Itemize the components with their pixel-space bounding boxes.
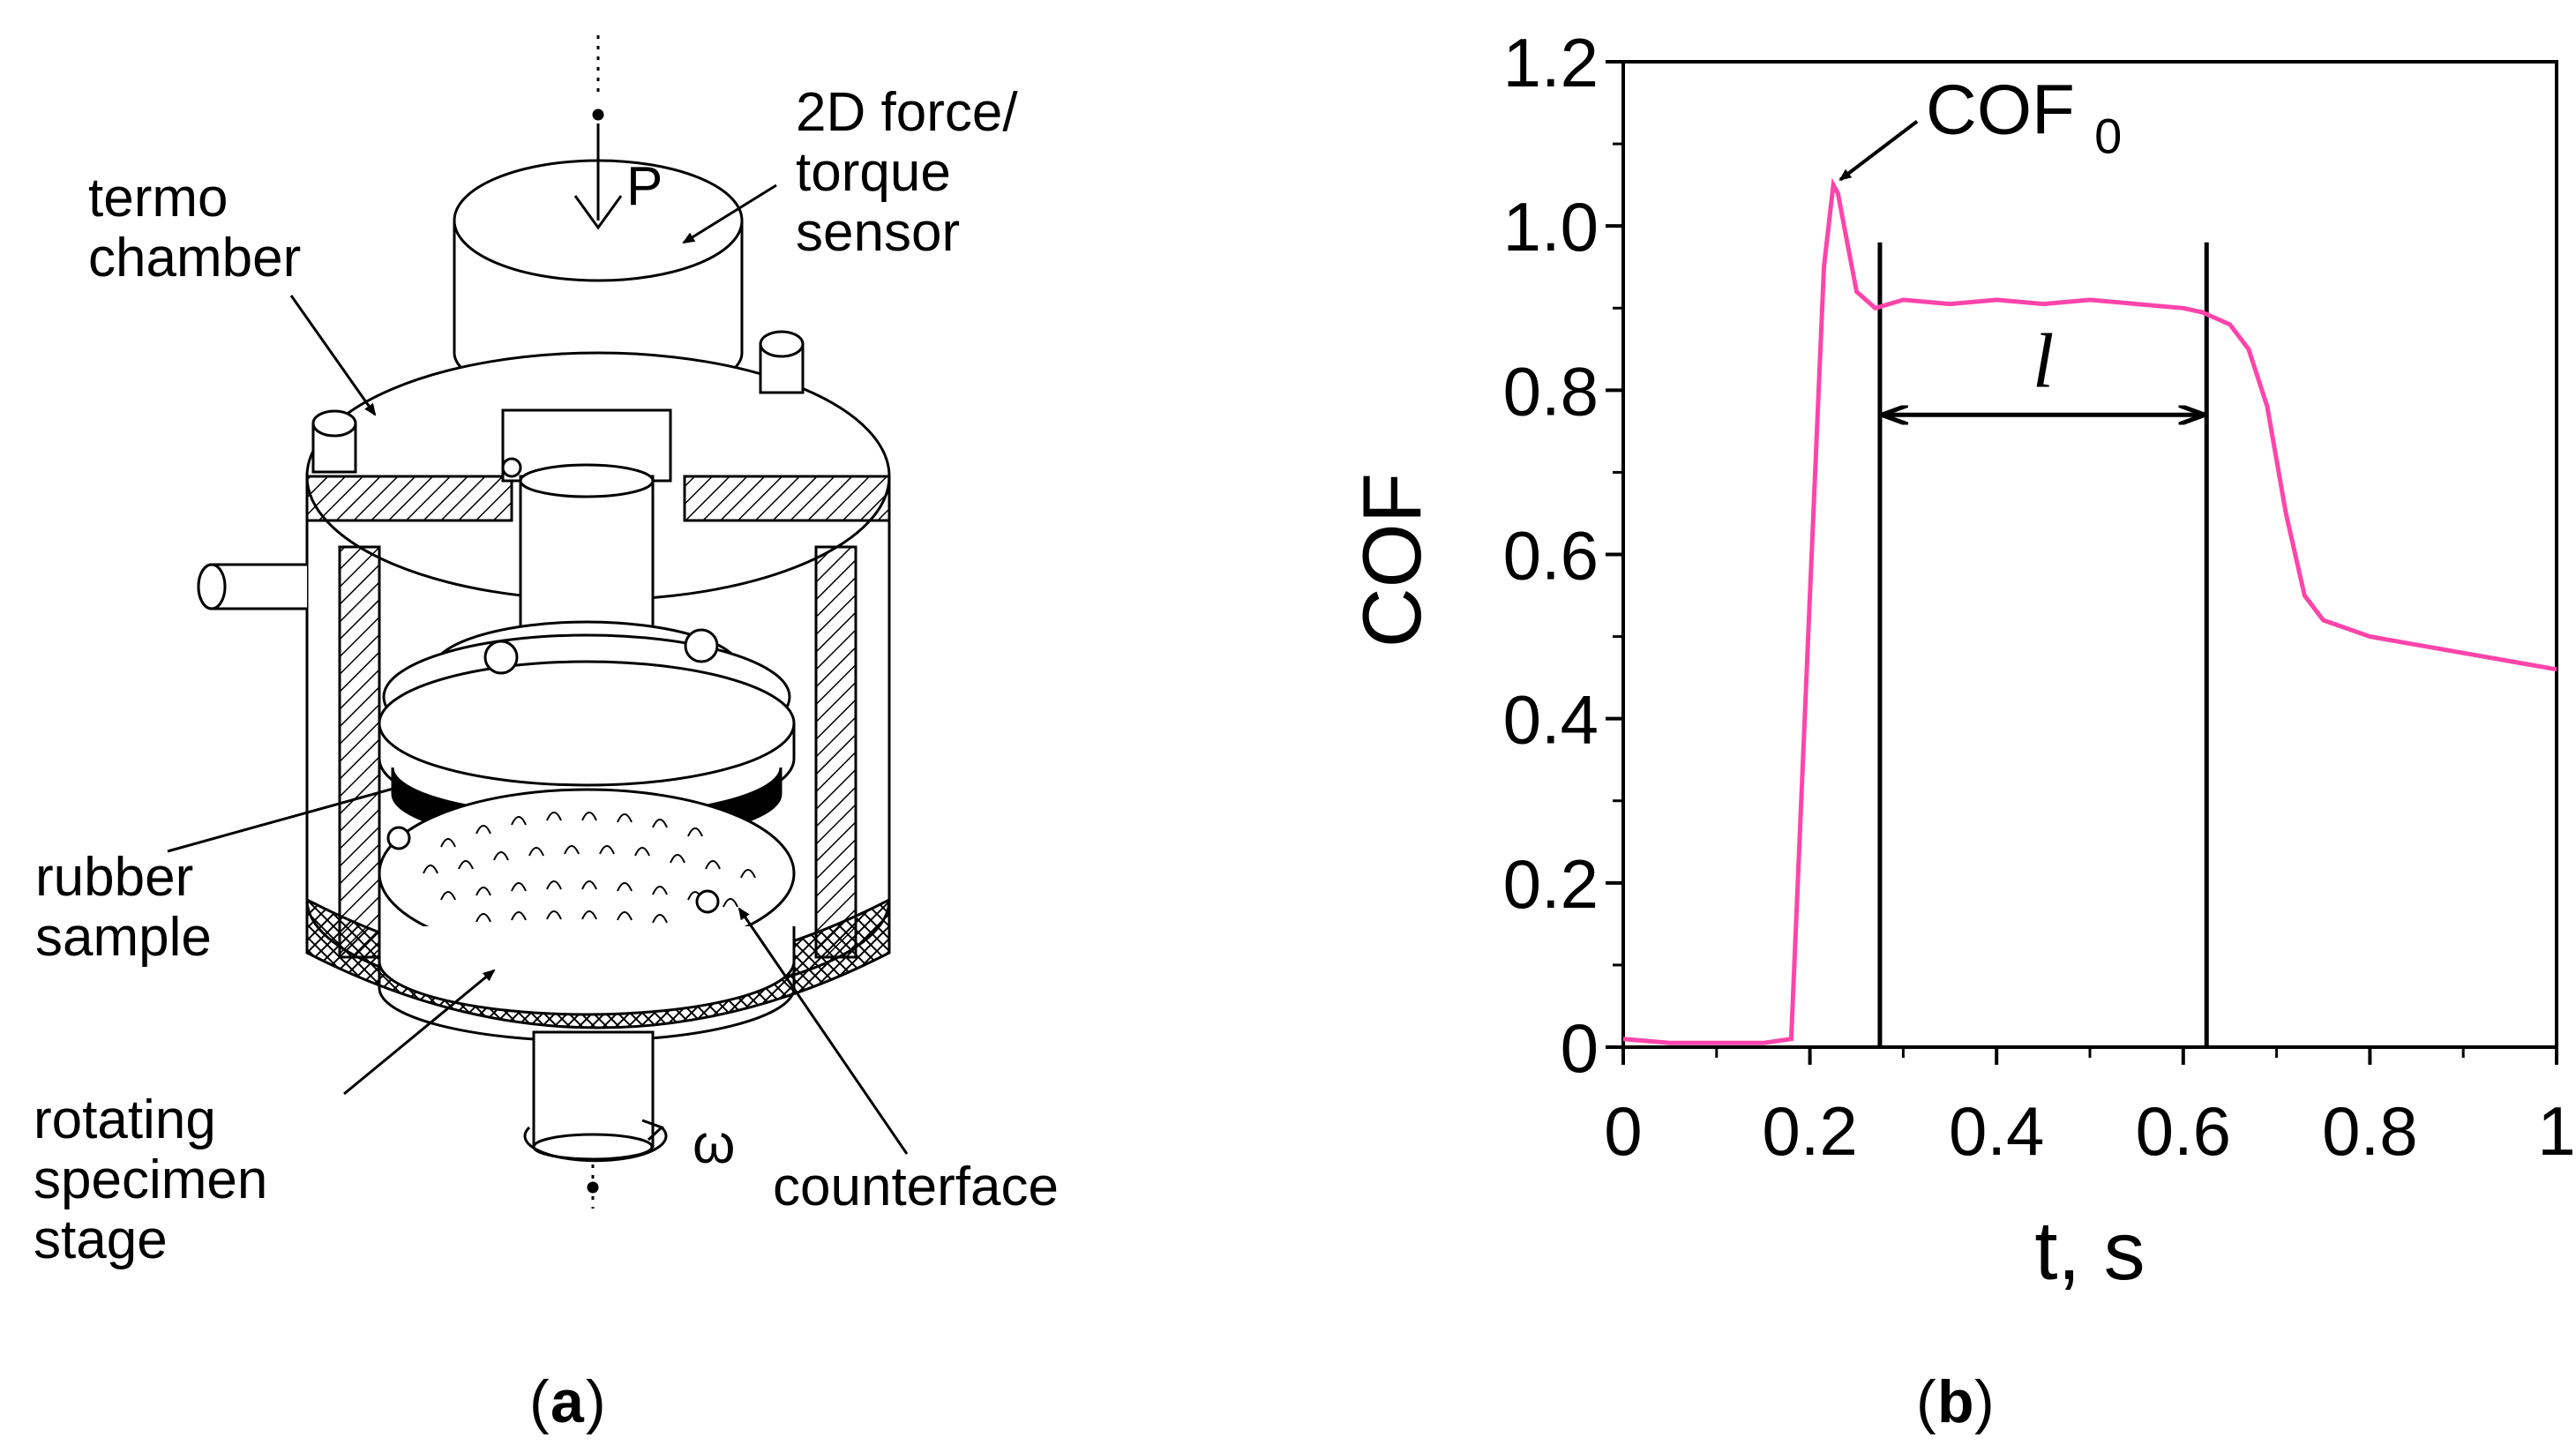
label-counterface: counterface — [773, 1157, 1059, 1217]
label-sensor-2: torque — [796, 142, 951, 203]
y-tick-labels: 0 0.2 0.4 0.6 0.8 1.0 1.2 — [1503, 24, 1599, 1087]
caption-a: ( a ) — [529, 1368, 606, 1435]
svg-text:): ) — [586, 1368, 606, 1435]
chamber-knob-right — [759, 330, 805, 394]
upper-holder — [378, 620, 796, 822]
x-tick-label: 0.2 — [1762, 1092, 1857, 1170]
x-tick-labels: 0 0.2 0.4 0.6 0.8 1 — [1604, 1092, 2575, 1170]
label-stage-1: rotating — [34, 1089, 216, 1150]
peak-label-subscript: 0 — [2094, 109, 2122, 164]
peak-label: COF 0 — [1926, 71, 2122, 164]
y-tick-label: 0.2 — [1503, 845, 1599, 923]
leader-sensor — [682, 183, 777, 244]
interval-label: l — [2033, 318, 2054, 404]
x-tick-label: 0.4 — [1949, 1092, 2044, 1170]
x-tick-label: 0 — [1604, 1092, 1642, 1170]
y-tick-label: 0.8 — [1503, 352, 1599, 430]
interval-lines — [1877, 242, 2209, 1047]
y-tick-label: 0.4 — [1503, 681, 1599, 759]
label-omega: ω — [693, 1114, 735, 1175]
caption-a-letter: a — [550, 1368, 585, 1435]
plot-frame — [1621, 60, 2558, 1049]
leader-stage — [343, 969, 496, 1096]
caption-b: ( b ) — [1916, 1368, 1995, 1435]
svg-text:(: ( — [529, 1368, 550, 1435]
x-axis-label: t, s — [2034, 1204, 2145, 1297]
svg-text:): ) — [1974, 1368, 1995, 1435]
x-tick-label: 0.6 — [2136, 1092, 2231, 1170]
y-tick-label: 0.6 — [1503, 517, 1599, 595]
label-chamber: chamber — [88, 228, 301, 288]
label-rubber-2: sample — [35, 907, 212, 968]
y-axis-label: COF — [1345, 473, 1438, 648]
apparatus-diagram — [167, 35, 909, 1209]
peak-arrow — [1838, 120, 1919, 182]
lower-shaft — [523, 1030, 668, 1209]
y-ticks — [1606, 60, 1623, 1049]
cof-curve-series — [1622, 177, 2557, 1045]
label-load: P — [626, 156, 663, 217]
label-termo: termo — [88, 168, 228, 228]
cof-chart: 0 0.2 0.4 0.6 0.8 1 0 0.2 0.4 0.6 0.8 1.0 1.2 l COF… — [1345, 24, 2576, 1297]
svg-text:(: ( — [1916, 1368, 1936, 1435]
peak-label-text: COF — [1926, 71, 2075, 149]
leader-chamber — [289, 295, 377, 416]
label-stage-2: specimen — [34, 1149, 267, 1210]
caption-b-letter: b — [1937, 1368, 1974, 1435]
x-tick-label: 0.8 — [2322, 1092, 2417, 1170]
x-ticks — [1621, 1047, 2558, 1065]
y-tick-label: 0 — [1561, 1009, 1599, 1087]
label-sensor-1: 2D force/ — [796, 82, 1018, 143]
counterface — [378, 788, 796, 959]
x-tick-label: 1 — [2537, 1092, 2575, 1170]
label-stage-3: stage — [34, 1209, 168, 1270]
label-rubber-1: rubber — [35, 847, 193, 908]
y-tick-label: 1.0 — [1503, 188, 1599, 266]
load-axis-dot-top — [592, 109, 604, 121]
leader-counterface — [738, 907, 909, 1155]
chamber-knob-left — [311, 409, 357, 474]
y-tick-label: 1.2 — [1503, 24, 1599, 101]
leader-rubber — [167, 782, 408, 853]
label-sensor-3: sensor — [796, 202, 960, 263]
